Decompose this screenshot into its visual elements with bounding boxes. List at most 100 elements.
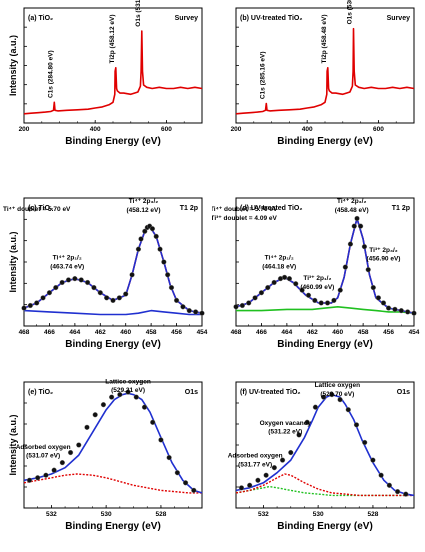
annotation-label: (460.99 eV) (300, 284, 334, 291)
data-point (370, 284, 376, 291)
data-point (161, 259, 167, 265)
x-tick-label: 600 (373, 126, 384, 133)
data-point (296, 432, 302, 438)
x-tick-label: 456 (383, 329, 394, 336)
data-point (362, 439, 368, 446)
data-point (279, 457, 286, 463)
data-point (304, 419, 310, 425)
annotation-label: Ti⁴⁺ doublet = 5.70 eV (212, 206, 278, 213)
chart-d: 468 466 464 462 460 458 456 454 Binding Energy (… (210, 197, 420, 350)
data-point (293, 281, 299, 287)
x-tick-label: 460 (120, 329, 131, 336)
x-tick-label: 456 (171, 329, 182, 336)
data-point (370, 457, 376, 463)
chart-f: 532 530 528 Binding Energy (eV) (f) UV-treat… (228, 381, 415, 532)
chart-title: (b) UV-treated TiO₂ (240, 15, 303, 22)
annotation-label: Ti⁴⁺ doublet = 5.70 eV (3, 206, 71, 213)
data-point (281, 274, 288, 280)
annotation-label: Adsorbed oxygen (228, 453, 283, 460)
data-point (149, 226, 156, 232)
corner-label: T1 2p (392, 205, 410, 212)
annotation-label: (463.74 eV) (50, 263, 84, 270)
data-point (405, 309, 411, 315)
x-tick-label: 462 (95, 329, 106, 336)
data-point (174, 470, 180, 476)
data-point (347, 241, 354, 247)
data-point (288, 449, 294, 456)
x-tick-label: 528 (367, 511, 378, 518)
annotation-label: (531.07 eV) (26, 453, 60, 460)
series-line (23, 30, 203, 115)
data-point (153, 233, 159, 240)
series-line (235, 473, 414, 497)
annotation-label: Lattice oxygen (315, 382, 361, 389)
annotation-label: (531.77 eV) (238, 461, 272, 468)
data-point (117, 392, 123, 398)
annotation-label: Ti³⁺ doublet = 4.09 eV (212, 215, 277, 222)
data-point (125, 389, 131, 395)
x-tick-label: 530 (313, 511, 324, 518)
data-point (157, 246, 163, 252)
data-point (123, 291, 129, 297)
data-point (318, 300, 324, 306)
data-point (199, 310, 205, 316)
data-point (116, 295, 122, 301)
series-line (235, 393, 415, 497)
data-point (150, 419, 156, 425)
chart-title: (d) UV-treated TiO₂ (240, 205, 303, 212)
annotation-label: Ti⁴⁺ 2p₁/₂ (265, 254, 294, 261)
x-tick-label: 200 (19, 126, 30, 133)
data-point (76, 442, 82, 448)
data-point (104, 295, 110, 301)
annotation-label: Ti⁴⁺ 2p₃/₂ (129, 198, 159, 205)
data-point (337, 287, 343, 293)
x-axis-label: Binding Energy (eV) (277, 521, 373, 532)
corner-label: O1s (397, 389, 410, 396)
chart-title: (a) TiO₂ (28, 15, 53, 22)
data-point (109, 394, 115, 400)
annotation-label: C1s (284.80 eV) (47, 50, 54, 98)
data-point (91, 284, 97, 291)
data-point (135, 246, 142, 252)
x-axis-label: Binding Energy (eV) (65, 339, 161, 350)
annotation-label: (458.12 eV) (127, 207, 161, 214)
data-point (342, 264, 348, 270)
series-line (235, 27, 415, 115)
x-tick-label: 462 (307, 329, 318, 336)
annotation-label: C1s (285.16 eV) (259, 51, 266, 99)
data-point (84, 279, 91, 286)
data-point (337, 397, 343, 403)
data-point (398, 308, 404, 314)
annotation-label: (529.70 eV) (320, 391, 354, 398)
y-axis-label: Intensity (a.u.) (8, 414, 18, 475)
x-tick-label: 464 (69, 329, 80, 336)
annotation-label: Ti³⁺ 2p₃/₂ (369, 247, 397, 254)
data-point (263, 472, 269, 478)
series-line (235, 485, 414, 497)
data-point (392, 306, 398, 312)
x-axis-label: Binding Energy (eV) (277, 136, 373, 147)
data-point (386, 482, 392, 488)
data-point (65, 277, 72, 283)
x-tick-label: 468 (19, 329, 30, 336)
chart-e: 532 530 528 Binding Energy (eV) Intensity (a… (8, 378, 203, 532)
data-point (34, 300, 40, 306)
x-tick-label: 532 (258, 511, 269, 518)
data-point (158, 437, 164, 443)
data-point (142, 228, 148, 234)
data-point (78, 277, 84, 283)
data-point (378, 472, 384, 478)
x-tick-label: 464 (281, 329, 292, 336)
data-point (51, 467, 57, 473)
annotation-label: Ti2p (458.48 eV) (321, 14, 328, 63)
y-axis-label: Intensity (a.u.) (8, 35, 18, 96)
chart-panel-d: 468 466 464 462 460 458 456 454 Binding Energy (… (210, 190, 424, 365)
y-axis-label: Intensity (a.u.) (8, 231, 18, 292)
data-point (27, 302, 33, 309)
x-tick-label: 458 (358, 329, 369, 336)
data-point (182, 480, 189, 486)
data-point (351, 223, 357, 229)
data-point (321, 394, 327, 400)
